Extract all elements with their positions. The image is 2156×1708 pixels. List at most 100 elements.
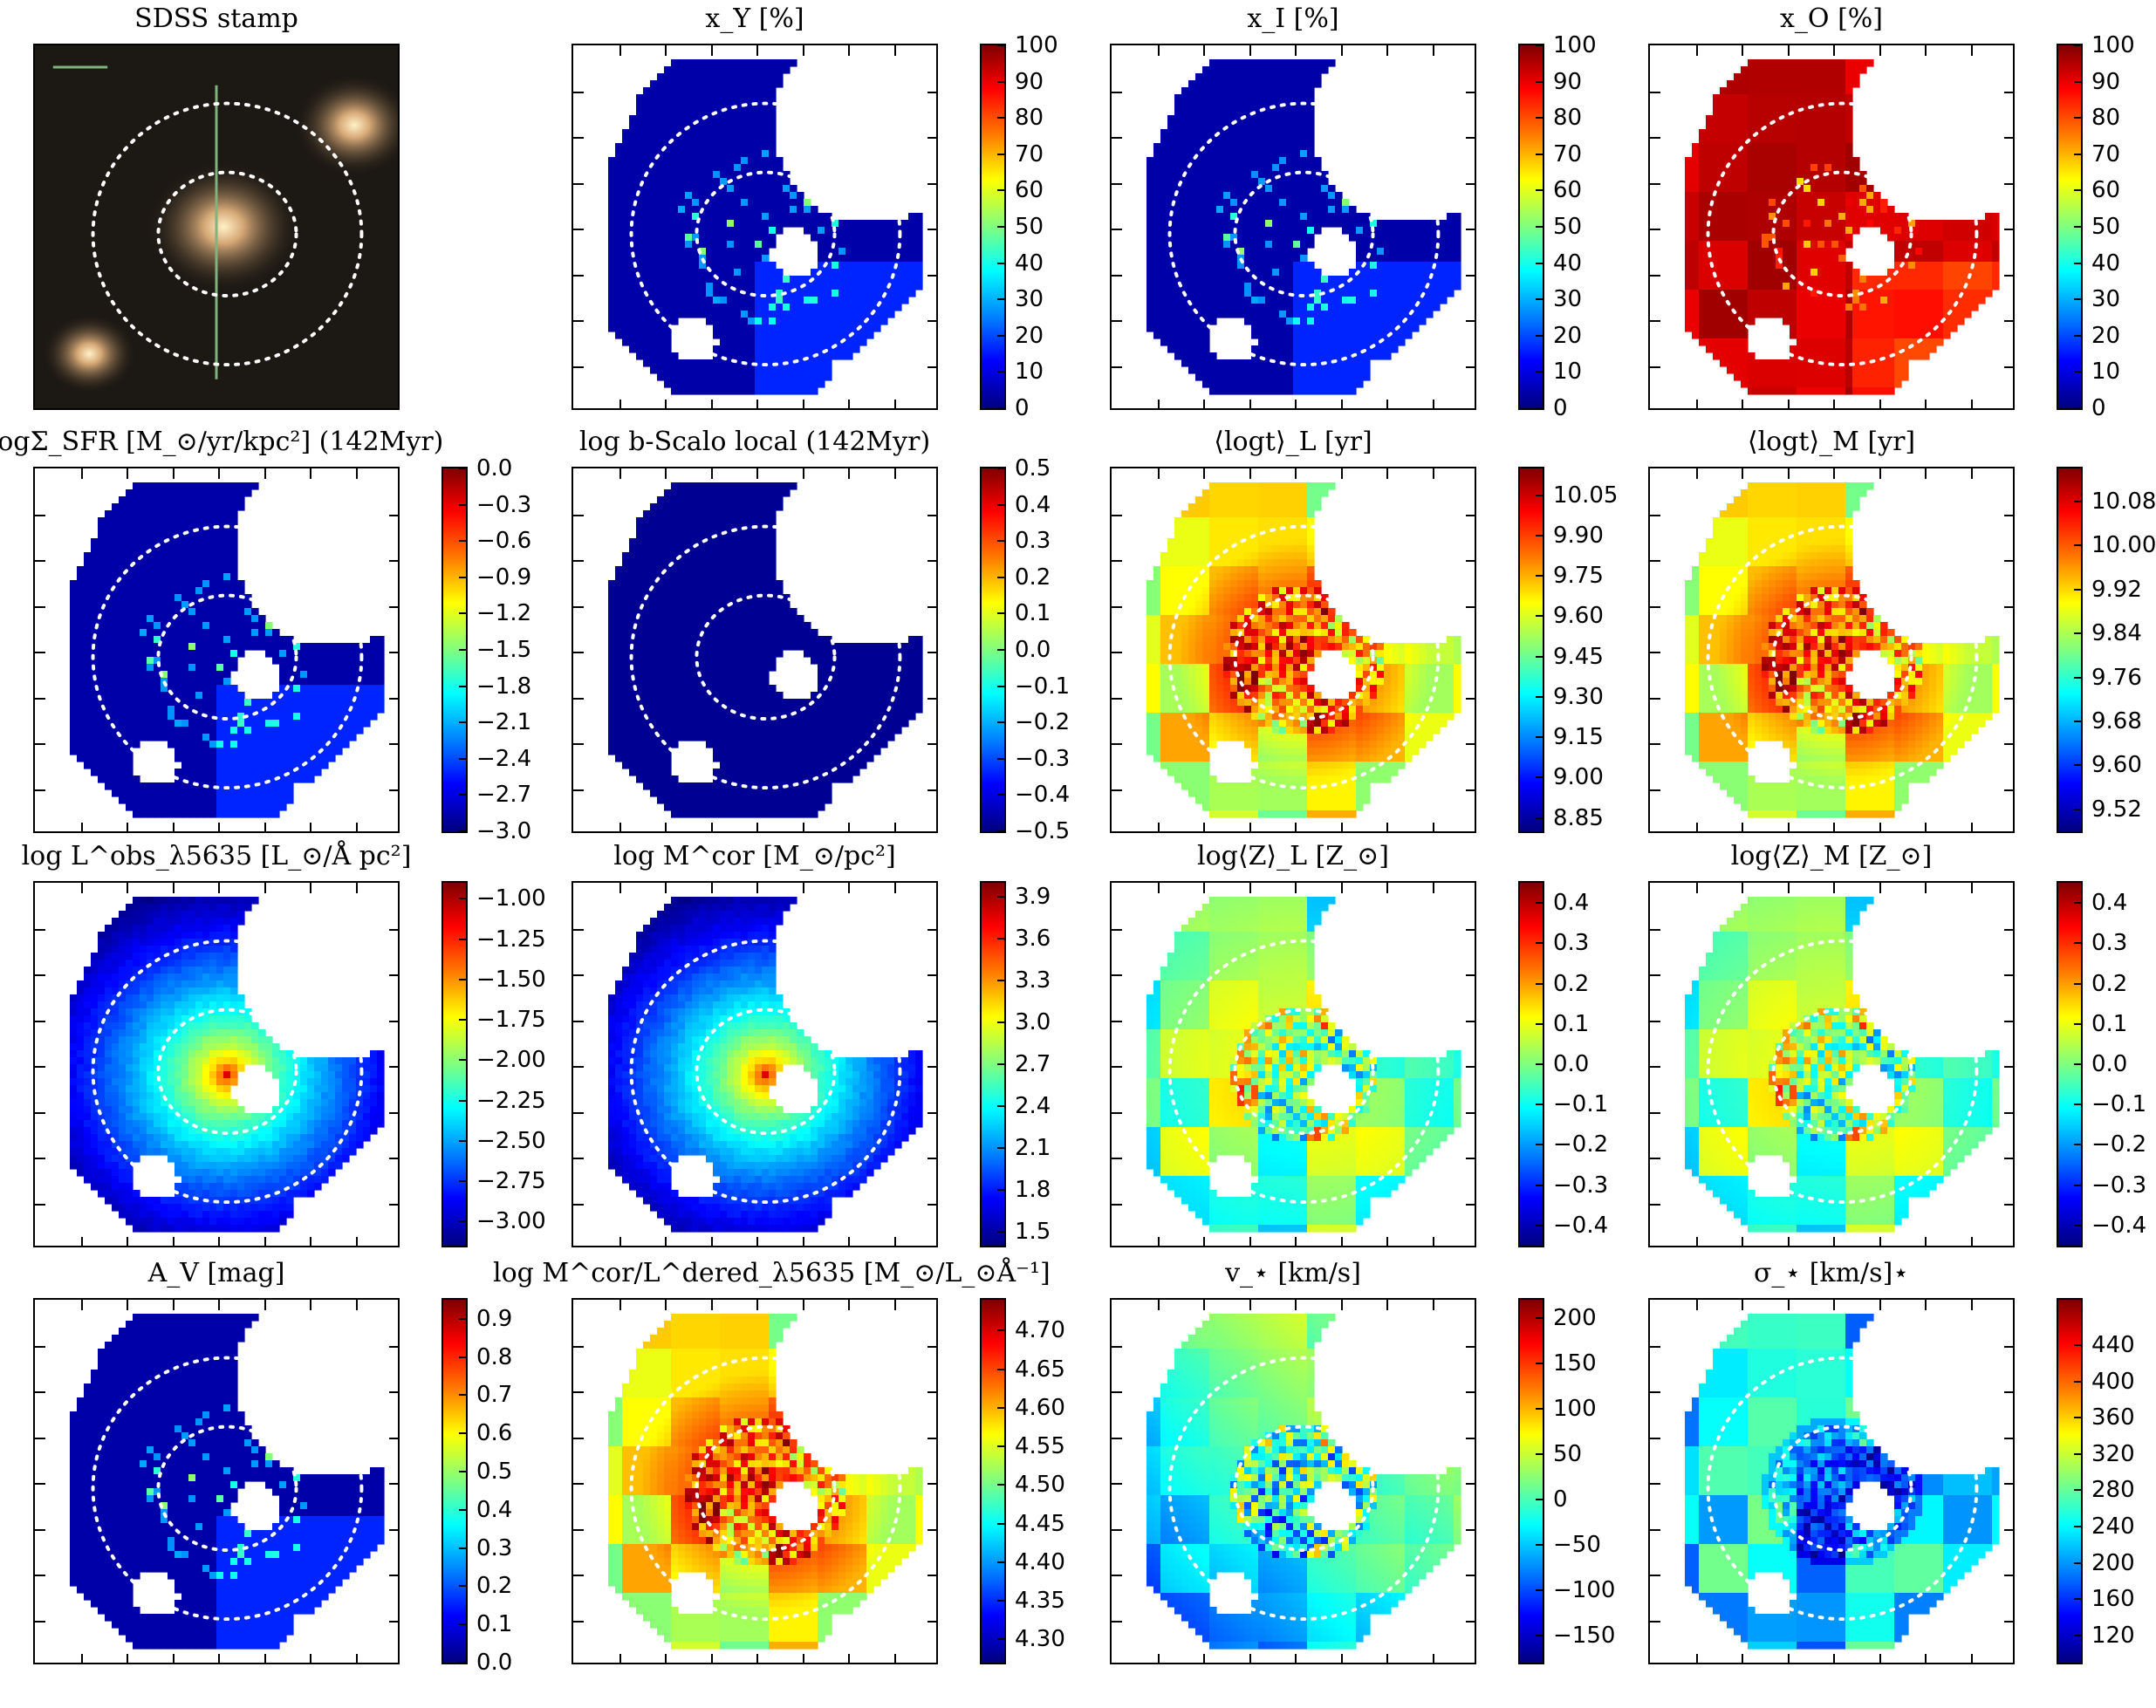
map-pixel xyxy=(1706,297,1714,304)
map-pixel xyxy=(112,566,120,574)
map-pixel xyxy=(1265,269,1273,277)
map-pixel xyxy=(1706,185,1714,193)
map-pixel xyxy=(650,220,658,228)
map-pixel xyxy=(1265,157,1273,165)
map-pixel xyxy=(1845,345,1853,353)
map-pixel xyxy=(209,629,217,637)
map-pixel xyxy=(1804,213,1811,221)
map-pixel xyxy=(1894,304,1902,311)
map-pixel xyxy=(1258,66,1266,74)
map-pixel xyxy=(1887,213,1895,221)
map-pixel xyxy=(1188,345,1196,353)
map-pixel xyxy=(1279,255,1287,263)
map-pixel xyxy=(762,164,770,172)
map-pixel xyxy=(230,615,238,623)
map-pixel xyxy=(1817,283,1825,290)
map-pixel xyxy=(1845,283,1853,290)
map-pixel xyxy=(188,517,196,525)
map-pixel xyxy=(1831,352,1839,360)
map-pixel xyxy=(720,290,728,297)
map-pixel xyxy=(1755,150,1762,158)
map-pixel xyxy=(105,643,113,651)
map-pixel xyxy=(1167,276,1175,284)
map-pixel xyxy=(1181,345,1189,353)
map-pixel xyxy=(776,304,784,311)
map-pixel xyxy=(161,587,168,595)
map-pixel xyxy=(1265,276,1273,284)
map-pixel xyxy=(1398,220,1406,228)
axis-tick xyxy=(927,275,938,277)
map-pixel xyxy=(1852,185,1860,193)
map-pixel xyxy=(105,552,113,560)
map-pixel xyxy=(1971,304,1979,311)
map-pixel xyxy=(1230,94,1238,102)
map-pixel xyxy=(1167,185,1175,193)
map-pixel xyxy=(1790,262,1797,270)
map-pixel xyxy=(1845,220,1853,228)
map-pixel xyxy=(1741,262,1749,270)
map-pixel xyxy=(1950,248,1958,256)
map-pixel xyxy=(1174,311,1182,318)
map-pixel xyxy=(1699,304,1707,311)
map-pixel xyxy=(727,66,735,74)
map-pixel xyxy=(1887,311,1895,318)
map-pixel xyxy=(1797,373,1804,381)
map-pixel xyxy=(1160,171,1168,179)
map-pixel xyxy=(1405,276,1413,284)
map-pixel xyxy=(1859,352,1867,360)
map-pixel xyxy=(1915,318,1923,325)
map-pixel xyxy=(1734,325,1742,332)
map-pixel xyxy=(797,380,804,388)
map-pixel xyxy=(1943,283,1951,290)
map-pixel xyxy=(1153,206,1161,214)
map-pixel xyxy=(1356,234,1364,242)
map-pixel xyxy=(1279,199,1287,207)
map-pixel xyxy=(1915,269,1923,277)
map-pixel xyxy=(1251,150,1259,158)
map-pixel xyxy=(1720,115,1728,123)
map-pixel xyxy=(629,129,637,137)
map-pixel xyxy=(1265,241,1273,249)
map-pixel xyxy=(776,338,784,346)
map-pixel xyxy=(1377,352,1385,360)
map-pixel xyxy=(1167,150,1175,158)
map-pixel xyxy=(133,566,140,574)
map-pixel xyxy=(1957,255,1965,263)
map-pixel xyxy=(1363,311,1371,318)
map-pixel xyxy=(755,192,763,200)
axis-tick xyxy=(1879,400,1881,410)
map-pixel xyxy=(1216,94,1224,102)
map-pixel xyxy=(1188,178,1196,186)
map-pixel xyxy=(622,213,630,221)
map-pixel xyxy=(1272,199,1280,207)
map-pixel xyxy=(769,311,777,318)
map-pixel xyxy=(1838,262,1846,270)
map-pixel xyxy=(1776,380,1783,388)
map-pixel xyxy=(1685,178,1693,186)
map-pixel xyxy=(1776,297,1783,304)
map-pixel xyxy=(1713,345,1721,353)
map-pixel xyxy=(755,150,763,158)
map-pixel xyxy=(1817,220,1825,228)
map-pixel xyxy=(1783,227,1790,235)
map-pixel xyxy=(713,227,721,235)
map-pixel xyxy=(1769,387,1776,395)
map-pixel xyxy=(1286,220,1294,228)
map-pixel xyxy=(1957,311,1965,318)
map-pixel xyxy=(1852,297,1860,304)
map-pixel xyxy=(685,171,693,179)
map-pixel xyxy=(1915,325,1923,332)
map-pixel xyxy=(1223,311,1231,318)
map-pixel xyxy=(1216,136,1224,144)
map-pixel xyxy=(894,283,902,290)
map-pixel xyxy=(671,87,679,95)
map-pixel xyxy=(1188,192,1196,200)
map-pixel xyxy=(1817,311,1825,318)
map-pixel xyxy=(1943,331,1951,339)
map-pixel xyxy=(629,325,637,332)
map-pixel xyxy=(762,115,770,123)
map-pixel xyxy=(1790,373,1797,381)
map-pixel xyxy=(98,517,106,525)
colorbar-tick-label: 20 xyxy=(1015,325,1044,347)
map-pixel xyxy=(1258,387,1266,395)
